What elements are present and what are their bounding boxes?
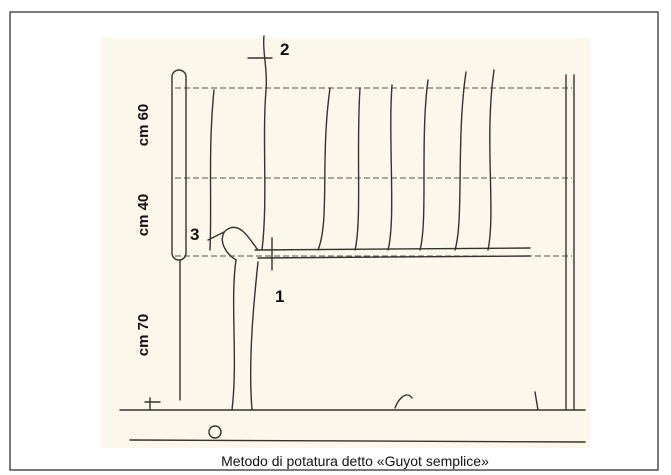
cut-label: 3: [190, 225, 199, 244]
sketch: [119, 35, 586, 443]
caption: Metodo di potatura detto «Guyot semplice…: [221, 453, 489, 469]
measure-label: cm 40: [135, 194, 152, 237]
measure-label: cm 60: [135, 104, 152, 147]
measure-label: cm 70: [135, 314, 152, 357]
cut-label: 2: [280, 40, 289, 59]
cut-label: 1: [275, 287, 284, 306]
drawing-bg: [100, 38, 590, 448]
